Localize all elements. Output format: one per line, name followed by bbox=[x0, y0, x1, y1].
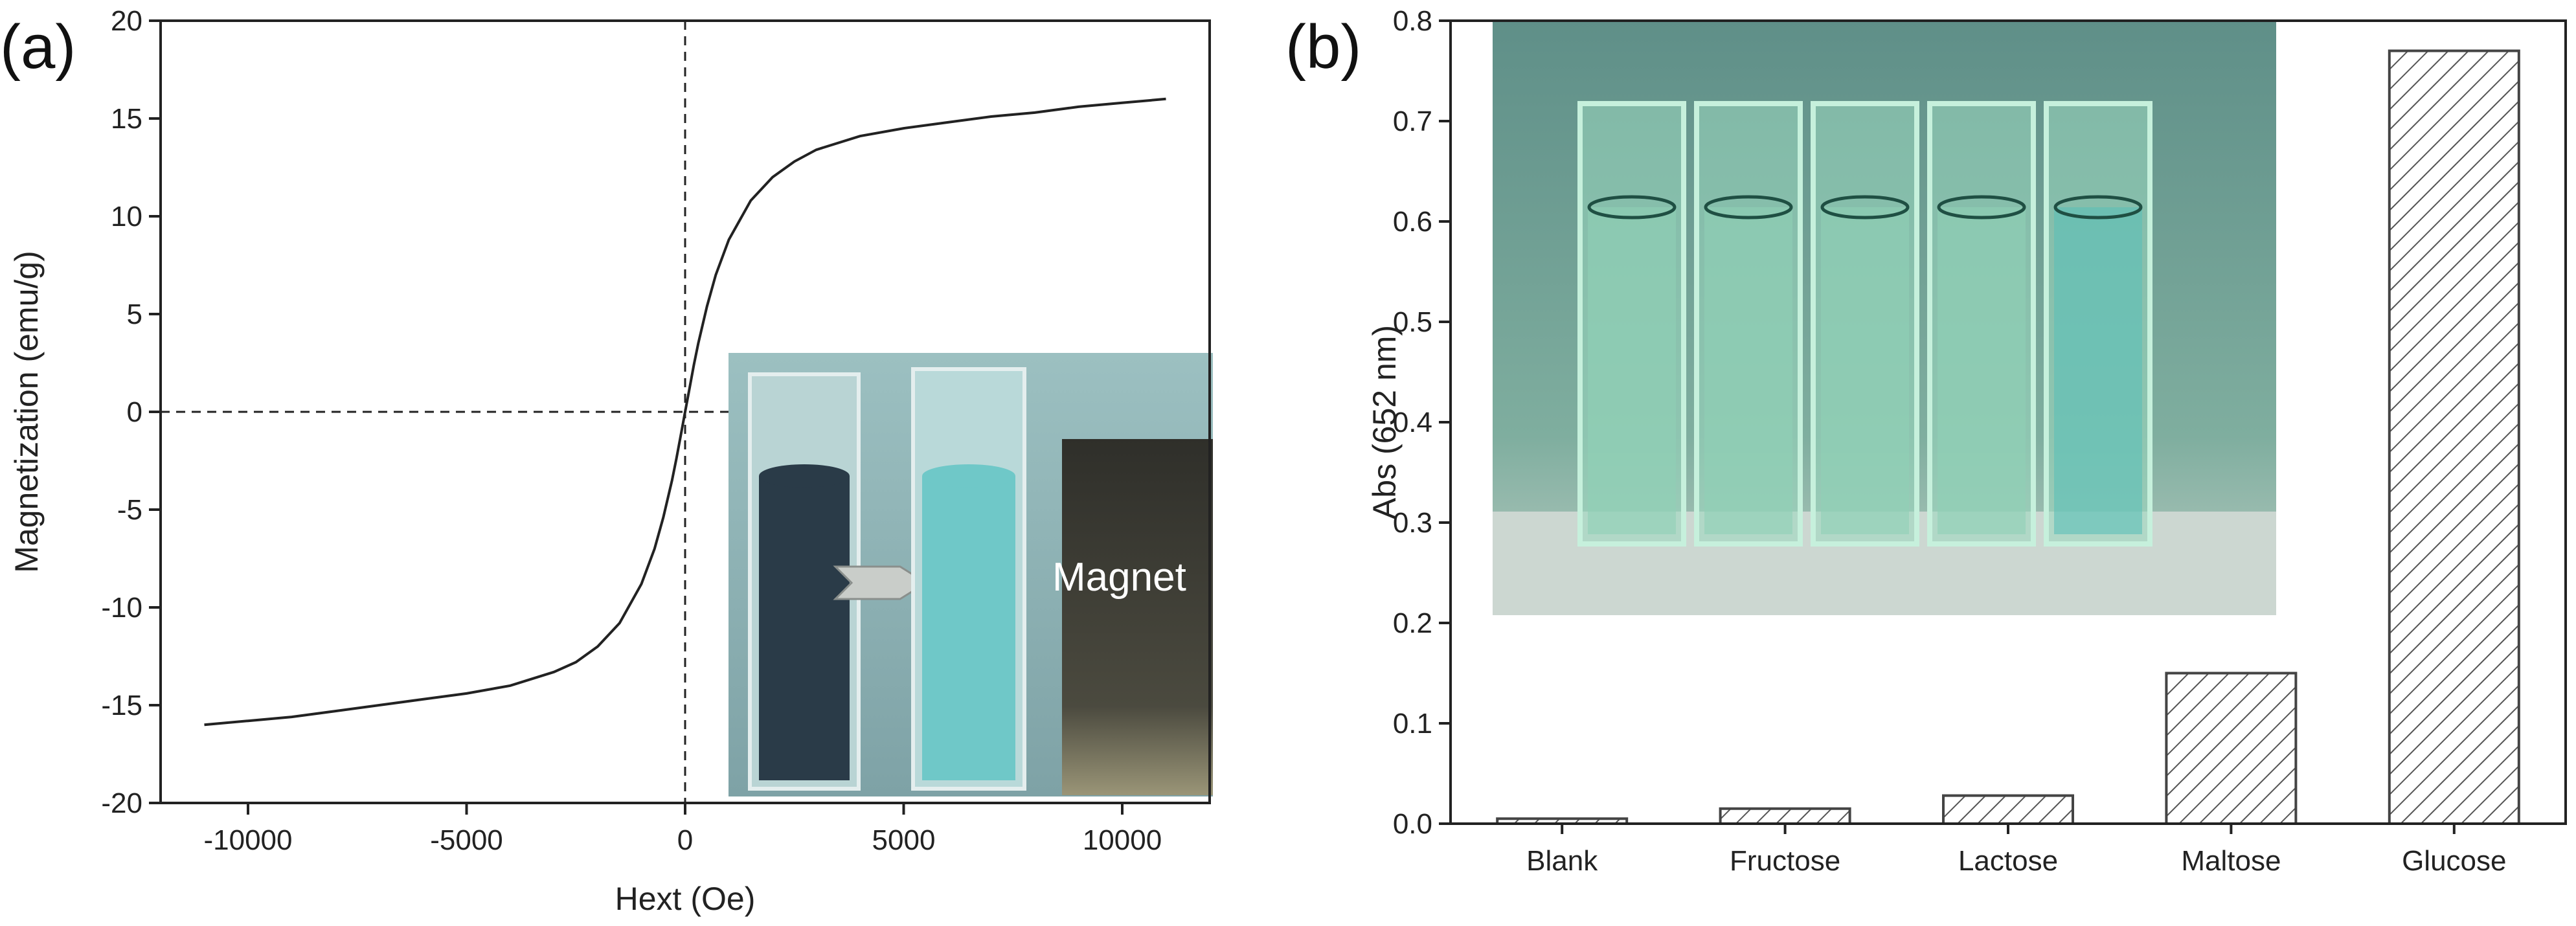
category-label: Lactose bbox=[1958, 845, 2058, 877]
x-tick-label: 0 bbox=[677, 824, 693, 856]
panel-b-y-axis: 0.0 0.1 0.2 0.3 0.4 0.5 0.6 0.7 0.8 bbox=[1393, 5, 1451, 840]
x-tick-label: -10000 bbox=[203, 824, 292, 856]
magnet-label: Magnet bbox=[1052, 555, 1186, 600]
y-tick-label: 15 bbox=[111, 103, 142, 135]
y-tick-label: -15 bbox=[101, 690, 142, 721]
y-tick-label: 0.6 bbox=[1393, 206, 1432, 238]
y-tick-label: 10 bbox=[111, 201, 142, 232]
magnet-separation-photo: Magnet bbox=[729, 353, 1213, 796]
x-tick-label: 5000 bbox=[872, 824, 936, 856]
y-tick-label: 0.7 bbox=[1393, 106, 1432, 137]
y-tick-label: 0.5 bbox=[1393, 306, 1432, 338]
y-tick-label: 0.8 bbox=[1393, 5, 1432, 37]
y-tick-label: 0.2 bbox=[1393, 607, 1432, 639]
cuvette-clear bbox=[911, 367, 1026, 791]
magnetization-curve bbox=[204, 97, 1166, 727]
panel-b-letter: (b) bbox=[1285, 12, 1361, 82]
category-label: Blank bbox=[1526, 845, 1598, 877]
arrow-icon bbox=[833, 565, 928, 600]
cuvette-row bbox=[1577, 101, 2152, 547]
bar-maltose bbox=[2165, 672, 2298, 825]
cuvette bbox=[2044, 101, 2152, 547]
y-tick-label: -10 bbox=[101, 592, 142, 624]
cuvette bbox=[1577, 101, 1686, 547]
y-tick-label: -20 bbox=[101, 787, 142, 819]
cuvette bbox=[1811, 101, 1919, 547]
cuvette bbox=[1694, 101, 1803, 547]
panel-a-y-axis: -20 -15 -10 -5 0 5 10 15 20 bbox=[101, 5, 161, 819]
panel-b-plot-frame bbox=[1449, 19, 2567, 825]
category-label: Maltose bbox=[2181, 845, 2281, 877]
panel-a: (a) -20 -15 -10 -5 0 5 10 15 20 -10000 -5000 0 5000… bbox=[0, 5, 1213, 917]
y-tick-label: 0.4 bbox=[1393, 407, 1432, 438]
bar-glucose bbox=[2388, 49, 2520, 825]
category-label: Fructose bbox=[1730, 845, 1840, 877]
panel-b-x-axis: Blank Fructose Lactose Maltose Glucose bbox=[1526, 824, 2507, 877]
x-tick-label: -5000 bbox=[430, 824, 503, 856]
y-tick-label: -5 bbox=[117, 494, 142, 526]
panel-a-plot-frame bbox=[159, 19, 1211, 804]
panel-b: (b) 0.0 0.1 0.2 0.3 0.4 0.5 0.6 0.7 0.8 Blank Fru… bbox=[1285, 5, 2567, 877]
cuvette-dark bbox=[748, 372, 861, 791]
panel-a-x-axis-title: Hext (Oe) bbox=[615, 881, 756, 917]
panel-a-x-axis: -10000 -5000 0 5000 10000 bbox=[203, 803, 1162, 856]
y-tick-label: 0 bbox=[127, 396, 142, 428]
y-tick-label: 0.1 bbox=[1393, 708, 1432, 740]
y-tick-label: 0.0 bbox=[1393, 808, 1432, 840]
panel-b-bars bbox=[1496, 49, 2520, 825]
bar-fructose bbox=[1719, 807, 1851, 825]
x-tick-label: 10000 bbox=[1083, 824, 1162, 856]
panel-a-letter: (a) bbox=[0, 12, 76, 82]
panel-b-y-axis-title: Abs (652 nm) bbox=[1366, 325, 1403, 519]
y-tick-label: 5 bbox=[127, 299, 142, 330]
cuvette bbox=[1927, 101, 2036, 547]
magnet-block: Magnet bbox=[1052, 439, 1213, 795]
category-label: Glucose bbox=[2402, 845, 2506, 877]
y-tick-label: 0.3 bbox=[1393, 507, 1432, 539]
y-tick-label: 20 bbox=[111, 5, 142, 37]
bar-lactose bbox=[1942, 794, 2074, 825]
panel-a-y-axis-title: Magnetization (emu/g) bbox=[8, 251, 45, 572]
